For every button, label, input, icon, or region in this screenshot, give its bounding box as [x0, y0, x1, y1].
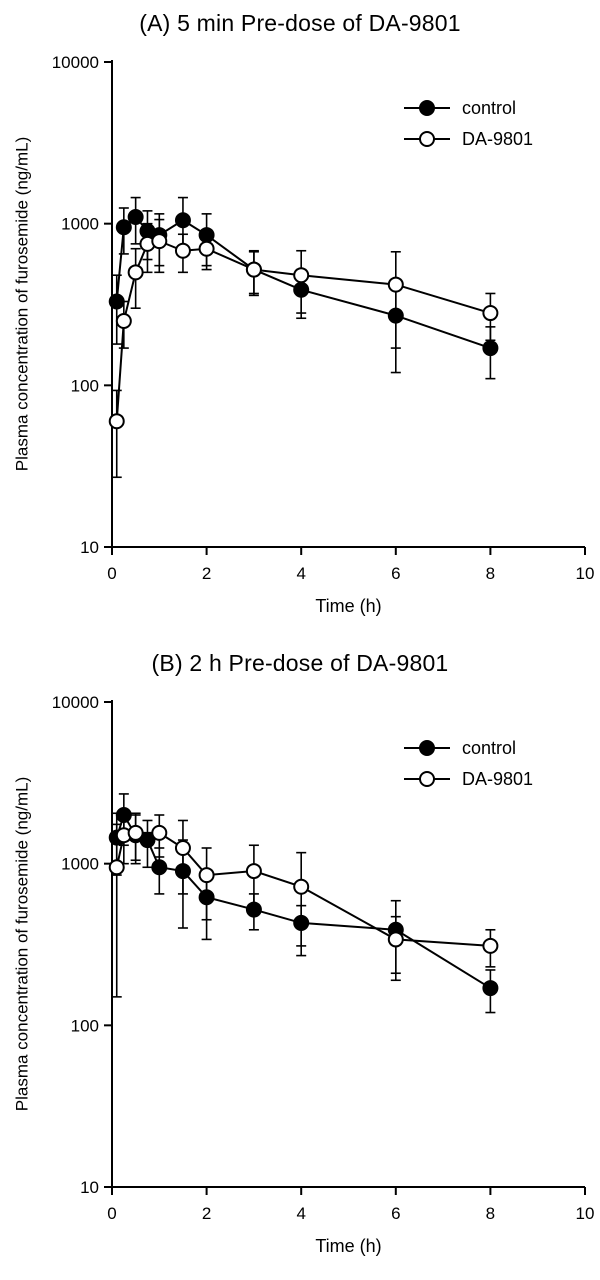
panel-b-x-axis-label: Time (h) [315, 1236, 382, 1256]
x-tick-label: 8 [486, 564, 495, 583]
y-tick-label: 1000 [61, 855, 99, 874]
legend-label: DA-9801 [462, 129, 533, 149]
data-point [482, 340, 499, 357]
data-point [482, 305, 499, 322]
panel-a-x-axis-label: Time (h) [315, 596, 382, 616]
series-control [108, 793, 499, 1014]
series-DA-9801 [108, 812, 499, 998]
x-tick-label: 8 [486, 1204, 495, 1223]
data-point [482, 980, 499, 997]
data-point [198, 867, 215, 884]
panel-a: (A) 5 min Pre-dose of DA-9801 10 100 1000 1… [12, 10, 595, 616]
legend-label: control [462, 98, 516, 118]
legend-marker [419, 100, 435, 116]
y-tick-label: 10000 [52, 693, 99, 712]
x-tick-label: 6 [391, 1204, 400, 1223]
x-tick-label: 10 [576, 1204, 595, 1223]
data-point [293, 878, 310, 895]
legend-label: DA-9801 [462, 769, 533, 789]
legend-marker [419, 740, 435, 756]
data-point [293, 267, 310, 284]
panel-b-title: (B) 2 h Pre-dose of DA-9801 [151, 650, 449, 676]
x-tick-label: 4 [296, 1204, 305, 1223]
series-control [108, 196, 499, 380]
data-point [127, 264, 144, 281]
legend: control DA-9801 [404, 98, 533, 149]
data-point [482, 937, 499, 954]
panel-a-y-axis-label: Plasma concentration of furosemide (ng/m… [12, 136, 32, 472]
x-tick-label: 2 [202, 1204, 211, 1223]
panel-b-y-axis-label: Plasma concentration of furosemide (ng/m… [12, 776, 32, 1112]
data-point [174, 839, 191, 856]
x-tick-label: 4 [296, 564, 305, 583]
data-point [387, 931, 404, 948]
x-tick-label: 0 [107, 564, 116, 583]
series-DA-9801 [108, 218, 499, 479]
data-point [245, 261, 262, 278]
y-tick-label: 10 [80, 1178, 99, 1197]
data-point [151, 824, 168, 841]
panel-b-plot: 10 100 1000 10000 0 2 4 6 8 10 control DA-9801 [52, 693, 595, 1223]
legend-marker [419, 771, 435, 787]
x-tick-label: 2 [202, 564, 211, 583]
y-tick-label: 100 [71, 1016, 99, 1035]
panel-a-plot: 10 100 1000 10000 0 2 4 6 8 10 control DA-9801 [52, 53, 595, 583]
data-point [108, 859, 125, 876]
data-point [115, 312, 132, 329]
y-tick-label: 10000 [52, 53, 99, 72]
x-tick-label: 10 [576, 564, 595, 583]
data-point [151, 233, 168, 250]
data-point [387, 276, 404, 293]
panel-a-title: (A) 5 min Pre-dose of DA-9801 [139, 10, 461, 36]
data-point [198, 240, 215, 257]
data-point [127, 208, 144, 225]
data-point [108, 413, 125, 430]
data-point [151, 859, 168, 876]
data-point [245, 863, 262, 880]
data-point [174, 242, 191, 259]
legend-label: control [462, 738, 516, 758]
y-tick-label: 1000 [61, 215, 99, 234]
legend: control DA-9801 [404, 738, 533, 789]
data-point [174, 212, 191, 229]
legend-marker [419, 131, 435, 147]
panel-b: (B) 2 h Pre-dose of DA-9801 10 100 1000 100… [0, 640, 600, 1280]
data-point [127, 824, 144, 841]
x-tick-label: 0 [107, 1204, 116, 1223]
y-tick-label: 10 [80, 538, 99, 557]
y-tick-label: 100 [71, 376, 99, 395]
x-tick-label: 6 [391, 564, 400, 583]
data-point [115, 219, 132, 236]
